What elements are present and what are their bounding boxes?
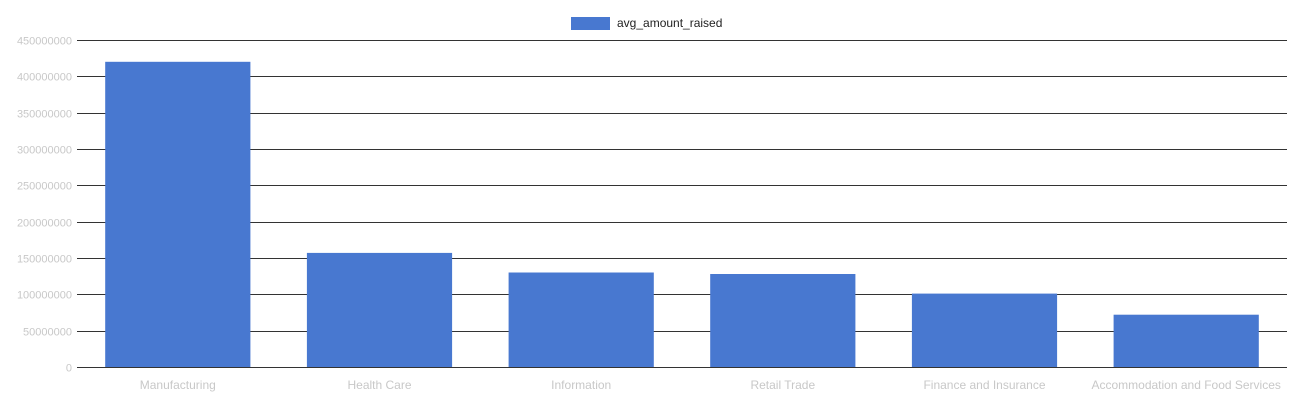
y-tick-label: 50000000 [23,327,72,339]
y-tick-label: 100000000 [17,290,72,302]
y-tick-label: 400000000 [17,72,72,84]
legend: avg_amount_raised [571,16,722,30]
y-axis-tick-labels: 0 50000000 100000000 150000000 200000000 2500… [17,36,72,375]
y-tick-label: 200000000 [17,218,72,230]
x-axis-category-labels: Manufacturing Health Care Information Retai… [140,378,1281,392]
bar-finance-and-insurance[interactable] [911,293,1058,367]
x-category-label: Information [551,378,611,392]
y-tick-label: 450000000 [17,36,72,48]
x-category-label: Accommodation and Food Services [1091,378,1280,392]
x-category-label: Manufacturing [140,378,216,392]
bar-retail-trade[interactable] [710,274,856,367]
bar-health-care[interactable] [306,252,453,367]
legend-label: avg_amount_raised [617,16,722,30]
y-tick-label: 300000000 [17,145,72,157]
x-category-label: Finance and Insurance [923,378,1045,392]
bar-information[interactable] [508,272,654,368]
gridlines [77,40,1287,368]
y-tick-label: 250000000 [17,181,72,193]
x-category-label: Health Care [347,378,411,392]
y-tick-label: 350000000 [17,109,72,121]
bars [105,61,1259,368]
bar-accommodation-and-food-services[interactable] [1113,314,1259,367]
y-tick-label: 0 [66,363,72,375]
legend-swatch [571,17,610,30]
bar-manufacturing[interactable] [105,61,251,368]
y-tick-label: 150000000 [17,254,72,266]
x-category-label: Retail Trade [750,378,815,392]
